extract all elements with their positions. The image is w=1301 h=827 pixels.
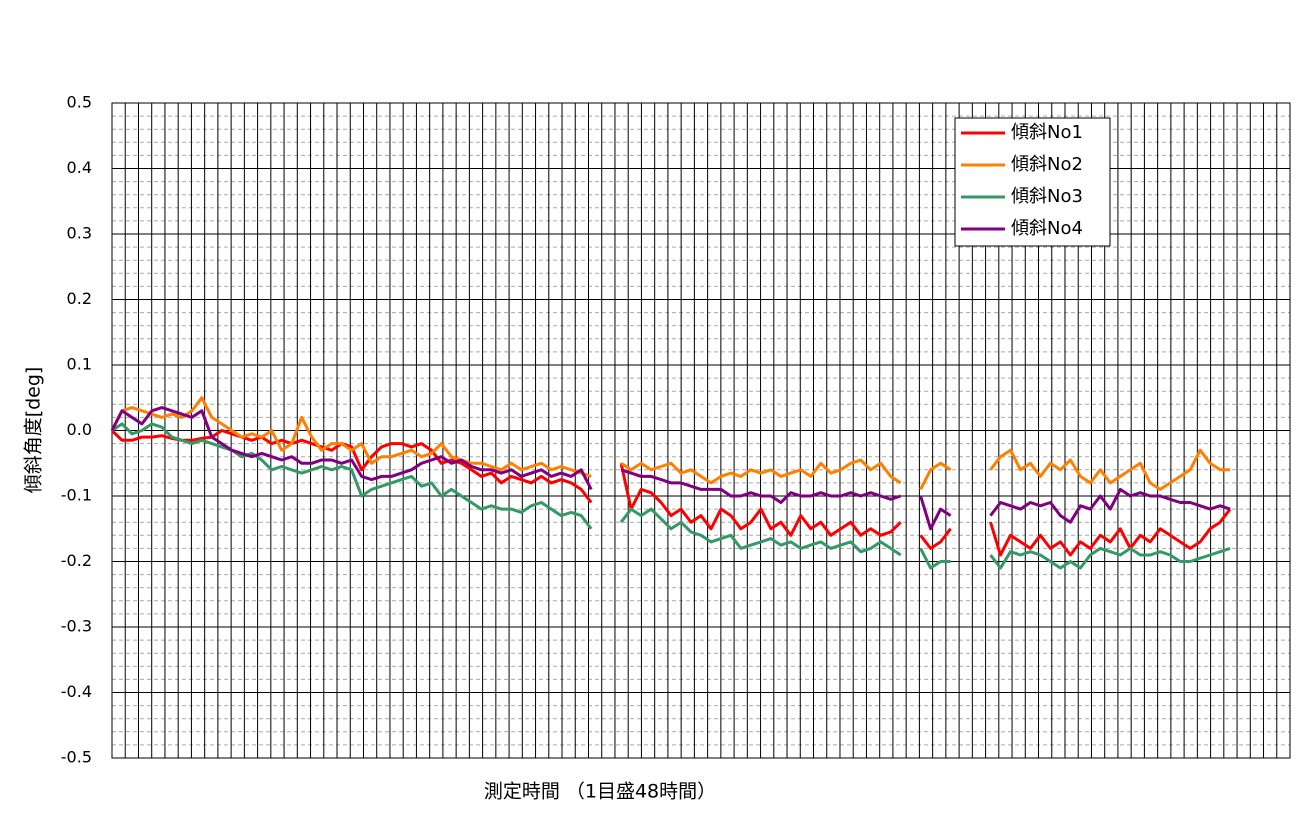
- y-tick-label: -0.4: [61, 682, 92, 701]
- y-axis-label: 傾斜角度[deg]: [23, 367, 45, 494]
- y-tick-label: 0.1: [67, 355, 92, 374]
- series-line: [110, 406, 1231, 531]
- y-tick-label: -0.1: [61, 486, 92, 505]
- series-line: [110, 429, 1232, 557]
- series-line: [110, 396, 1231, 491]
- x-axis-label: 測定時間 （1目盛48時間）: [484, 781, 716, 803]
- y-tick-label: 0.5: [67, 93, 92, 112]
- legend-label: 傾斜No2: [1011, 154, 1083, 175]
- y-tick-label: 0.0: [67, 420, 92, 439]
- legend-label: 傾斜No1: [1011, 122, 1083, 143]
- legend-label: 傾斜No3: [1011, 186, 1083, 207]
- y-tick-label: 0.4: [67, 158, 92, 177]
- y-tick-label: -0.2: [61, 551, 92, 570]
- y-tick-label: -0.5: [61, 748, 92, 767]
- legend-label: 傾斜No4: [1011, 218, 1083, 239]
- series-line: [111, 422, 1231, 570]
- y-tick-label: 0.3: [67, 224, 92, 243]
- legend-box: [954, 117, 1111, 247]
- y-tick-label: -0.3: [61, 617, 92, 636]
- y-tick-label: 0.2: [67, 289, 92, 308]
